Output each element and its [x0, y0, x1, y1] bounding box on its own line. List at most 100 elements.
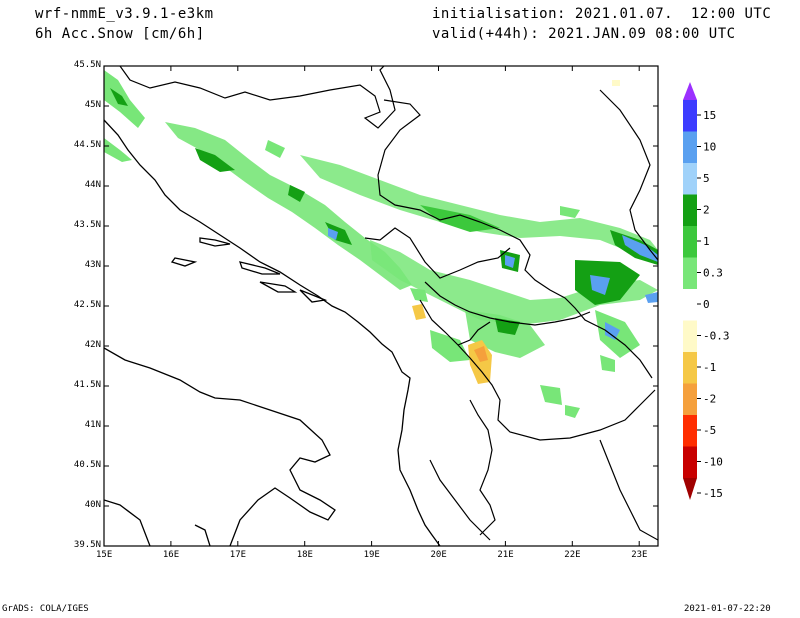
snow-area — [645, 292, 658, 303]
snow-field — [104, 70, 658, 418]
snow-area — [104, 70, 145, 128]
lat-label: 39.5N — [73, 540, 101, 550]
lon-label: 19E — [363, 550, 380, 560]
colorbar-segment — [683, 100, 697, 132]
border — [469, 399, 496, 536]
colorbar-segment — [683, 446, 697, 479]
lon-label: 15E — [96, 550, 113, 560]
snow-area — [370, 240, 658, 325]
lon-label: 22E — [564, 550, 581, 560]
lon-label: 20E — [430, 550, 447, 560]
colorbar-label: 15 — [703, 109, 716, 122]
colorbar-label: 0 — [703, 298, 710, 311]
lon-label: 17E — [229, 550, 247, 560]
colorbar-segment — [683, 320, 697, 353]
colorbar-segment — [683, 163, 697, 195]
colorbar-label: -0.3 — [703, 330, 730, 343]
lat-label: 41N — [84, 420, 101, 430]
snow-area — [288, 185, 305, 202]
colorbar-bottom-arrow — [683, 478, 697, 500]
lat-label: 43.5N — [73, 220, 101, 230]
lon-label: 21E — [497, 550, 514, 560]
colorbar-segment — [683, 415, 697, 447]
colorbar-label: 10 — [703, 141, 716, 154]
island — [239, 261, 281, 275]
lon-label: 23E — [631, 550, 648, 560]
init-time: initialisation: 2021.01.07. 12:00 UTC — [432, 6, 772, 22]
snow-area — [540, 385, 562, 405]
colorbar-label: 2 — [703, 204, 710, 217]
colorbar-segment — [683, 257, 697, 290]
colorbar-segment — [683, 131, 697, 164]
colorbar-segment — [683, 352, 697, 384]
island — [299, 289, 328, 303]
lat-label: 40N — [84, 500, 101, 510]
colorbar-label: -1 — [703, 361, 716, 374]
border — [364, 227, 511, 279]
snow-area — [590, 275, 610, 295]
model-title: wrf-nmmE_v3.9.1-e3km — [35, 6, 214, 22]
lat-label: 41.5N — [73, 380, 101, 390]
snow-area — [104, 138, 132, 162]
border — [377, 99, 653, 379]
colorbar-label: -2 — [703, 393, 716, 406]
snow-area — [325, 222, 352, 245]
valid-time: valid(+44h): 2021.JAN.09 08:00 UTC — [432, 26, 736, 42]
colorbar-segment — [683, 383, 697, 416]
border — [599, 89, 658, 261]
colorbar-segment — [683, 194, 697, 227]
coastlines — [104, 119, 441, 546]
island — [170, 257, 198, 267]
lon-label: 16E — [162, 550, 180, 560]
snow-area — [410, 288, 428, 302]
lat-label: 42.5N — [73, 300, 101, 310]
axis-ticks — [103, 65, 658, 547]
snow-area — [612, 80, 620, 86]
border — [119, 66, 396, 129]
snow-area — [565, 405, 580, 418]
lat-label: 44.5N — [73, 140, 101, 150]
colorbar-segment — [683, 289, 697, 321]
colorbar-label: -5 — [703, 424, 716, 437]
snow-area — [430, 330, 470, 362]
lat-label: 42N — [84, 340, 101, 350]
colorbar-label: 0.3 — [703, 267, 723, 280]
coastline — [194, 524, 211, 546]
credit-text: GrADS: COLA/IGES — [2, 604, 89, 614]
lat-label: 45.5N — [73, 60, 101, 70]
lat-label: 44N — [84, 180, 101, 190]
colorbar-label: -15 — [703, 487, 723, 500]
snow-area — [600, 355, 615, 372]
border — [429, 459, 491, 541]
colorbar-segment — [683, 226, 697, 258]
border — [599, 439, 658, 541]
colorbar: 15 10 5 2 1 0.3 0 -0.3 -1 -2 -5 -10 -15 — [683, 82, 730, 500]
lat-label: 45N — [84, 100, 101, 110]
snow-area — [300, 155, 658, 252]
lat-label: 43N — [84, 260, 101, 270]
snow-area — [265, 140, 285, 158]
border — [424, 281, 591, 326]
melt-area — [412, 304, 426, 320]
snow-area — [420, 205, 500, 232]
lon-label: 18E — [296, 550, 313, 560]
snow-area — [622, 235, 658, 262]
border — [419, 299, 656, 441]
colorbar-label: 1 — [703, 235, 710, 248]
snow-area — [505, 255, 515, 268]
border — [457, 321, 491, 346]
colorbar-label: 5 — [703, 172, 710, 185]
colorbar-label: -10 — [703, 456, 723, 469]
borders — [119, 66, 658, 541]
timestamp-text: 2021-01-07-22:20 — [684, 604, 771, 614]
snow-area — [110, 88, 128, 106]
island — [199, 237, 231, 247]
colorbar-top-arrow — [683, 82, 697, 100]
coastline — [104, 347, 336, 546]
snow-area — [165, 122, 412, 290]
snow-area — [195, 148, 235, 172]
melt-area — [474, 346, 488, 362]
island — [259, 281, 298, 293]
coastline — [104, 499, 151, 546]
